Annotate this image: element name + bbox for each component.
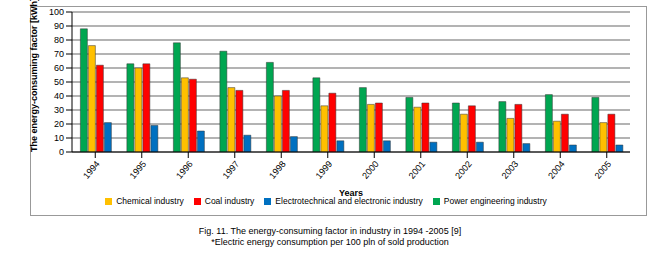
svg-text:2001: 2001 bbox=[407, 159, 428, 181]
svg-text:2002: 2002 bbox=[453, 159, 474, 181]
svg-text:60: 60 bbox=[54, 63, 64, 73]
svg-text:2005: 2005 bbox=[593, 159, 614, 181]
svg-text:30: 30 bbox=[54, 105, 64, 115]
svg-text:50: 50 bbox=[54, 77, 64, 87]
svg-text:10: 10 bbox=[54, 133, 64, 143]
svg-text:The energy-consuming factor [k: The energy-consuming factor [kWh] bbox=[29, 0, 39, 152]
html-text:Coal industry: Coal industry bbox=[204, 196, 255, 206]
html-text:Electrotechnical and electroni: Electrotechnical and electronic industry bbox=[275, 196, 423, 206]
svg-text:1994: 1994 bbox=[81, 159, 102, 181]
html-text:Power engineering industry: Power engineering industry bbox=[443, 196, 547, 206]
svg-text:1999: 1999 bbox=[314, 159, 335, 181]
svg-text:0: 0 bbox=[59, 147, 64, 157]
svg-text:40: 40 bbox=[54, 91, 64, 101]
svg-text:1996: 1996 bbox=[174, 159, 195, 181]
svg-text:2000: 2000 bbox=[360, 159, 381, 181]
html-text:Fig. 11. The energy-consuming: Fig. 11. The energy-consuming factor in … bbox=[198, 226, 462, 236]
html-text:Chemical industry: Chemical industry bbox=[116, 196, 184, 206]
svg-text:1995: 1995 bbox=[128, 159, 149, 181]
svg-text:80: 80 bbox=[54, 35, 64, 45]
svg-text:1998: 1998 bbox=[267, 159, 288, 181]
svg-text:20: 20 bbox=[54, 119, 64, 129]
html-text:*Electric energy consumption p: *Electric energy consumption per 100 pln… bbox=[211, 237, 449, 247]
svg-text:Years: Years bbox=[339, 188, 363, 198]
svg-text:70: 70 bbox=[54, 49, 64, 59]
svg-text:2004: 2004 bbox=[546, 159, 567, 181]
svg-text:2003: 2003 bbox=[500, 159, 521, 181]
svg-text:100: 100 bbox=[49, 7, 64, 17]
svg-text:1997: 1997 bbox=[221, 159, 242, 181]
svg-text:90: 90 bbox=[54, 21, 64, 31]
